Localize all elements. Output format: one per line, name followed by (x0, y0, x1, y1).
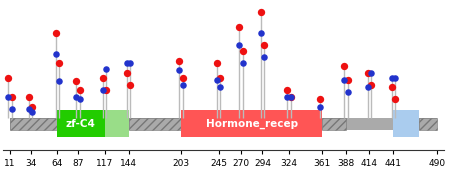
Point (4, 96, 12, 98)
Bar (393, 110, 419, 137)
Point (217, 86, 224, 89)
Bar (419, 118, 437, 130)
Point (8, 96, 15, 98)
Point (213, 62, 220, 65)
Text: Hormone_recep: Hormone_recep (206, 119, 298, 129)
Bar (10, 118, 437, 130)
Bar (57, 110, 104, 137)
Point (180, 84, 187, 86)
Point (287, 96, 294, 98)
Point (341, 64, 348, 67)
Point (341, 79, 348, 81)
Bar (181, 110, 322, 137)
Point (368, 71, 375, 74)
Point (257, 11, 264, 14)
Point (364, 71, 371, 74)
Point (55, 80, 63, 83)
Point (103, 88, 110, 91)
Point (217, 76, 224, 79)
Point (388, 76, 395, 79)
Point (368, 84, 375, 86)
Point (76, 98, 83, 101)
Point (127, 62, 134, 65)
Bar (322, 118, 346, 130)
Bar (104, 110, 129, 137)
Point (176, 69, 183, 72)
Point (29, 105, 36, 108)
Point (25, 108, 32, 110)
Point (239, 62, 246, 65)
Point (287, 96, 294, 98)
Point (103, 68, 110, 71)
Point (284, 96, 291, 98)
Bar (10, 118, 57, 130)
Point (180, 76, 187, 79)
Point (213, 79, 220, 81)
Point (99, 88, 106, 91)
Point (388, 86, 395, 89)
Point (52, 32, 59, 34)
Point (344, 79, 351, 81)
Point (239, 50, 246, 52)
Point (317, 105, 324, 108)
Point (55, 62, 63, 65)
Point (123, 71, 130, 74)
Point (76, 88, 83, 91)
Point (99, 76, 106, 79)
Point (72, 96, 80, 98)
Point (4, 76, 12, 79)
Point (317, 98, 324, 101)
Point (364, 86, 371, 89)
Point (8, 108, 15, 110)
Bar (129, 118, 181, 130)
Point (127, 84, 134, 86)
Point (123, 62, 130, 65)
Point (392, 98, 399, 101)
Point (257, 32, 264, 34)
Point (261, 44, 268, 47)
Point (236, 26, 243, 28)
Point (52, 52, 59, 55)
Point (236, 44, 243, 47)
Point (72, 80, 80, 83)
Point (284, 88, 291, 91)
Point (261, 56, 268, 58)
Point (392, 76, 399, 79)
Point (25, 96, 32, 98)
Text: zf-C4: zf-C4 (66, 119, 96, 129)
Point (176, 59, 183, 62)
Point (29, 110, 36, 113)
Point (344, 91, 351, 94)
